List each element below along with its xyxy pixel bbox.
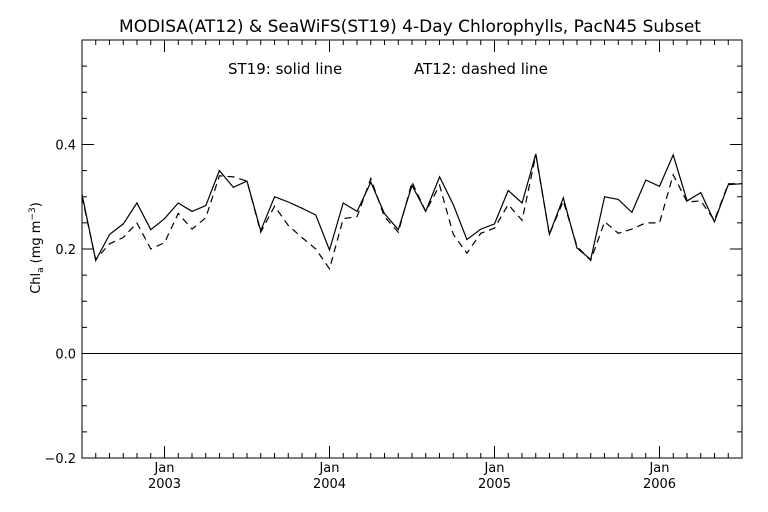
chart-title: MODISA(AT12) & SeaWiFS(ST19) 4-Day Chlor… [119,17,701,37]
x-tick-label-year: 2005 [478,477,511,492]
y-tick-label: −0.2 [44,452,76,467]
x-tick-label-year: 2004 [313,477,346,492]
series-layer [81,153,743,271]
y-tick-label: 0.2 [55,243,76,258]
axes [81,39,743,459]
series-line-at12 [81,154,742,271]
x-tick-label-month: Jan [318,461,339,476]
x-tick-label-year: 2003 [148,477,181,492]
y-axis-label-close: ) [29,202,44,207]
x-tick-label-month: Jan [153,461,174,476]
tick-labels: −0.20.00.20.4Jan2003Jan2004Jan2005Jan200… [44,139,676,493]
y-axis-label-subscript: a [36,267,46,273]
plot-frame [81,39,743,459]
y-axis-label: Chla (mg m−3) [28,202,46,294]
legend-note-dashed: AT12: dashed line [414,60,548,78]
y-tick-label: 0.0 [55,348,76,363]
legend-note-solid: ST19: solid line [228,60,342,78]
y-axis-label-units: (mg m [29,221,44,264]
series-line-st19 [81,153,743,263]
y-axis-label-main: Chl [29,273,44,294]
y-tick-label: 0.4 [55,139,76,154]
x-tick-label-year: 2006 [643,477,676,492]
y-axis-label-exponent: −3 [28,207,38,220]
x-tick-label-month: Jan [648,461,669,476]
x-tick-label-month: Jan [483,461,504,476]
